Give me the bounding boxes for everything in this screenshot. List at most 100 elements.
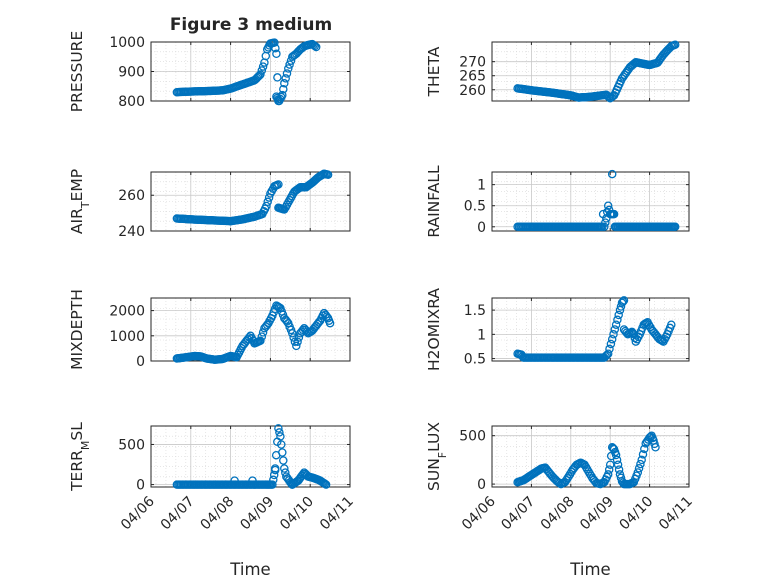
- data-point: [280, 464, 289, 473]
- x-tick-label: 04/06: [459, 493, 499, 533]
- data-point: [614, 465, 624, 474]
- data-point: [563, 474, 572, 483]
- data-point: [603, 201, 613, 210]
- data-point: [256, 336, 265, 346]
- x-tick-label: 04/11: [656, 494, 696, 534]
- y-tick-label: 240: [118, 224, 145, 240]
- data-point: [275, 428, 284, 437]
- y-tick-label: 800: [118, 94, 145, 110]
- subplot-1: 800 900 1000 PRESSURE: [68, 31, 351, 112]
- data-series: [513, 431, 660, 489]
- y-axis-label: RAINFALL: [425, 165, 443, 238]
- y-tick-label: 0: [136, 354, 145, 370]
- data-point: [279, 84, 288, 94]
- data-point: [268, 480, 277, 489]
- data-series: [172, 424, 331, 489]
- minor-grid: [492, 426, 689, 487]
- data-point: [272, 49, 281, 59]
- data-point: [257, 332, 267, 341]
- data-point: [271, 43, 280, 53]
- data-point: [670, 40, 680, 50]
- data-point: [293, 337, 302, 346]
- data-point: [633, 468, 643, 477]
- data-point: [284, 64, 293, 73]
- data-point: [585, 469, 595, 479]
- data-series: [172, 301, 335, 364]
- y-axis-label: SUNFLUX: [425, 422, 449, 491]
- data-point: [667, 320, 676, 329]
- axes-box: [150, 171, 351, 232]
- data-point: [280, 79, 289, 88]
- data-point: [274, 424, 283, 433]
- data-point: [253, 72, 263, 82]
- data-point: [255, 71, 264, 80]
- y-tick-label: 1: [477, 327, 486, 343]
- minor-grid: [492, 172, 689, 231]
- y-tick-label: 260: [118, 188, 145, 204]
- data-point: [262, 201, 271, 211]
- y-tick-label: 1000: [109, 35, 145, 51]
- x-tick-label: 04/10: [277, 494, 317, 534]
- data-point: [604, 92, 614, 102]
- data-point: [230, 476, 239, 485]
- data-point: [281, 74, 290, 83]
- data-point: [314, 318, 324, 327]
- x-tick-label: 04/06: [118, 493, 158, 533]
- data-point: [609, 330, 618, 339]
- y-tick-label: 0: [136, 478, 145, 494]
- data-point: [274, 180, 283, 189]
- y-tick-label: 2000: [109, 304, 145, 320]
- data-point: [285, 60, 294, 69]
- x-tick-label: 04/07: [158, 494, 198, 534]
- data-point: [274, 302, 284, 312]
- data-point: [256, 70, 265, 79]
- data-series: [513, 40, 680, 103]
- subplot-8: 04/06 04/07 04/08 04/09 04/10 04/11 0 500 SUNFLU…: [425, 422, 696, 579]
- data-point: [634, 464, 644, 473]
- y-tick-label: 0.5: [464, 199, 486, 215]
- data-point: [257, 66, 267, 75]
- x-tick-label: 04/08: [198, 494, 238, 534]
- data-point: [310, 41, 320, 51]
- y-tick-label: 500: [459, 429, 486, 445]
- x-tick-label: 04/09: [237, 494, 277, 534]
- y-tick-label: 270: [459, 55, 486, 71]
- data-series: [513, 169, 680, 232]
- data-point: [601, 218, 610, 227]
- data-point: [638, 450, 648, 459]
- data-point: [603, 91, 612, 101]
- data-point: [601, 352, 610, 361]
- minor-grid: [151, 298, 350, 361]
- y-axis-label: AIRTEMP: [68, 169, 92, 234]
- subplot-5: 0 1000 2000 MIXDEPTH: [68, 289, 351, 370]
- data-point: [611, 450, 621, 460]
- x-tick-label: 04/09: [577, 494, 617, 534]
- data-point: [263, 197, 272, 207]
- data-point: [670, 222, 680, 232]
- data-point: [605, 344, 614, 354]
- y-tick-label: 1000: [109, 329, 145, 345]
- y-tick-label: 1.5: [464, 303, 486, 319]
- data-point: [607, 169, 617, 179]
- data-point: [282, 317, 292, 326]
- data-point: [613, 460, 623, 469]
- subplot-7: 04/06 04/07 04/08 04/09 04/10 04/11 0 500 TERRMS…: [68, 422, 357, 579]
- data-series: [172, 38, 321, 106]
- data-point: [292, 341, 301, 351]
- subplot-4: 0 0.5 1 RAINFALL: [425, 165, 690, 238]
- data-point: [613, 315, 622, 325]
- x-tick-label: 04/11: [317, 494, 357, 534]
- data-point: [651, 443, 660, 452]
- data-point: [614, 310, 623, 320]
- data-point: [273, 73, 282, 82]
- data-point: [617, 298, 627, 308]
- data-point: [282, 69, 292, 78]
- data-point: [636, 459, 645, 469]
- y-tick-label: 500: [118, 437, 145, 453]
- x-tick-label: 04/08: [538, 494, 578, 534]
- data-point: [277, 440, 286, 449]
- axes-box: [491, 425, 690, 488]
- data-point: [325, 318, 335, 328]
- data-point: [619, 296, 629, 305]
